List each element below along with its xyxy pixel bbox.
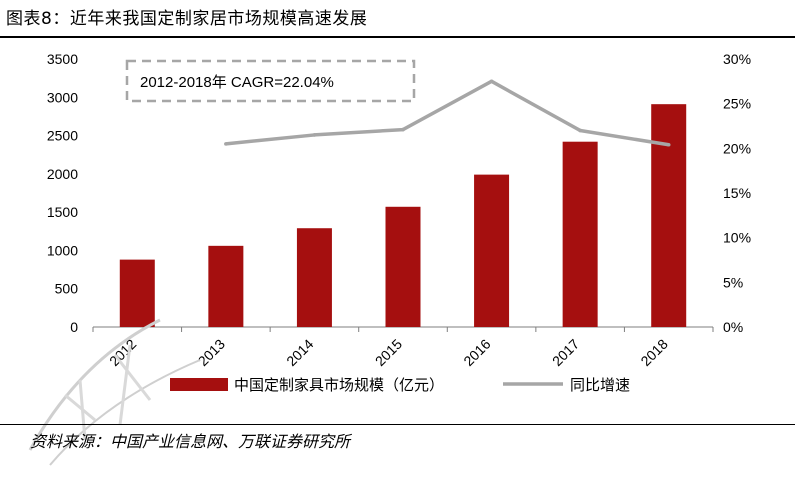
- source-note: 资料来源：中国产业信息网、万联证券研究所: [30, 432, 351, 451]
- legend-swatch-bar: [170, 378, 228, 391]
- y-left-tick-label: 3500: [47, 51, 78, 67]
- growth-rate-point: [666, 142, 671, 147]
- chart-title: 图表8：近年来我国定制家居市场规模高速发展: [6, 9, 368, 29]
- cagr-annotation-text: 2012-2018年 CAGR=22.04%: [140, 74, 334, 91]
- growth-rate-point: [578, 128, 582, 133]
- y-left-tick-label: 1500: [47, 204, 78, 220]
- y-left-tick-label: 3000: [47, 89, 78, 105]
- legend-label-bar: 中国定制家具市场规模（亿元）: [234, 377, 444, 394]
- x-tick-label: 2014: [283, 336, 316, 369]
- y-left-tick-label: 2000: [47, 166, 78, 182]
- growth-rate-point: [312, 133, 317, 137]
- legend-label-line: 同比增速: [570, 377, 630, 394]
- growth-rate-point: [401, 127, 405, 132]
- x-tick-label: 2016: [460, 336, 493, 369]
- y-right-tick-label: 15%: [723, 185, 751, 201]
- y-right-tick-label: 25%: [723, 96, 751, 112]
- watermark-logo: [28, 318, 201, 466]
- y-right-tick-label: 20%: [723, 140, 751, 156]
- chart: 2012 2013 2014 2015 2016 2017 2018 05001000150…: [47, 51, 751, 394]
- y-right-tick-label: 10%: [723, 230, 751, 246]
- bar: [385, 206, 421, 327]
- y-right-tick-label: 5%: [723, 274, 743, 290]
- y-right-tick-label: 0%: [723, 319, 743, 335]
- y-left-tick-label: 500: [55, 281, 79, 297]
- x-tick-label: 2017: [549, 336, 582, 369]
- y-right-tick-label: 30%: [723, 51, 751, 67]
- growth-rate-point: [489, 79, 494, 84]
- bar: [119, 259, 155, 327]
- cagr-annotation-box: [125, 59, 416, 103]
- y-left-tick-label: 0: [70, 319, 78, 335]
- growth-rate-point: [224, 142, 228, 146]
- bar: [474, 174, 510, 327]
- y-left-tick-label: 1000: [47, 242, 78, 258]
- source-divider: [0, 424, 795, 425]
- y-left-tick-label: 2500: [47, 128, 78, 144]
- x-tick-label: 2015: [372, 336, 405, 369]
- bar: [208, 245, 244, 327]
- title-divider: [0, 36, 795, 38]
- x-tick-label: 2018: [637, 336, 670, 369]
- growth-rate-line: [225, 79, 669, 147]
- bar: [296, 228, 332, 327]
- bar: [651, 104, 687, 327]
- bar: [562, 141, 598, 327]
